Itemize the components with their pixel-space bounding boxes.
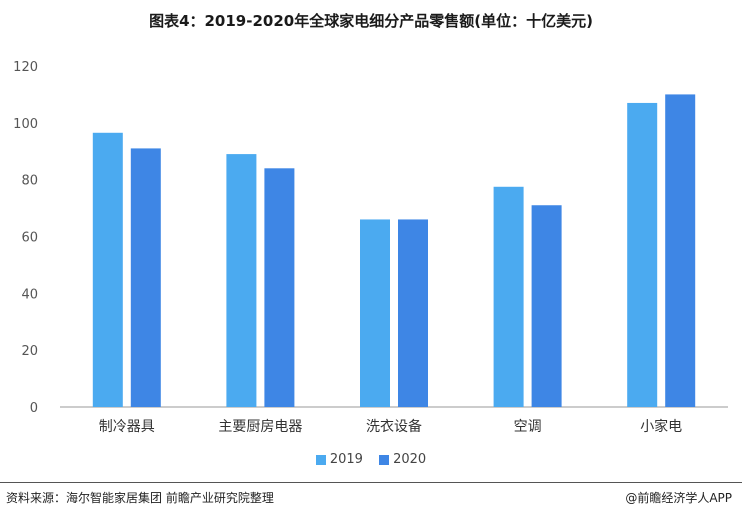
- y-tick-label: 60: [21, 231, 38, 246]
- legend: 2019 2020: [0, 452, 742, 469]
- bar-2019-3: [493, 186, 524, 407]
- bar-2019-0: [92, 132, 123, 407]
- legend-item-2019: 2019: [315, 452, 363, 467]
- x-tick-label: 小家电: [640, 418, 682, 435]
- footer: 资料来源：海尔智能家居集团 前瞻产业研究院整理 @前瞻经济学人APP: [0, 487, 742, 517]
- bar-2020-3: [531, 205, 562, 407]
- legend-label-2019: 2019: [329, 452, 363, 467]
- x-tick-label: 主要厨房电器: [218, 419, 302, 435]
- bar-2020-2: [398, 219, 428, 407]
- y-tick-label: 0: [30, 401, 38, 416]
- bar-2019-1: [226, 154, 257, 407]
- source-note: 资料来源：海尔智能家居集团 前瞻产业研究院整理: [6, 491, 274, 505]
- legend-swatch-2019: [315, 454, 326, 465]
- y-tick-label: 100: [13, 117, 38, 132]
- y-tick-label: 80: [21, 174, 38, 189]
- bar-chart: 0 20 40 60 80 100 120 制冷器具 主要厨房电器 洗衣设备 空调 小家电: [13, 60, 728, 435]
- bar-2020-4: [665, 94, 696, 408]
- legend-item-2020: 2020: [379, 452, 426, 467]
- bar-2019-4: [627, 102, 658, 408]
- y-tick-label: 40: [21, 287, 38, 302]
- brand-credit: @前瞻经济学人APP: [625, 491, 732, 505]
- footer-divider: [0, 482, 742, 483]
- y-tick-label: 120: [13, 60, 38, 75]
- legend-label-2020: 2020: [393, 452, 427, 467]
- chart-title: 图表4：2019-2020年全球家电细分产品零售额(单位：十亿美元): [149, 12, 593, 30]
- bar-2020-1: [264, 168, 295, 407]
- y-tick-label: 20: [21, 344, 38, 359]
- bar-2020-0: [130, 148, 161, 408]
- x-tick-label: 洗衣设备: [366, 418, 422, 435]
- legend-swatch-2020: [379, 454, 390, 465]
- x-tick-label: 空调: [514, 419, 542, 435]
- bar-2019-2: [360, 219, 390, 407]
- x-tick-label: 制冷器具: [99, 419, 155, 435]
